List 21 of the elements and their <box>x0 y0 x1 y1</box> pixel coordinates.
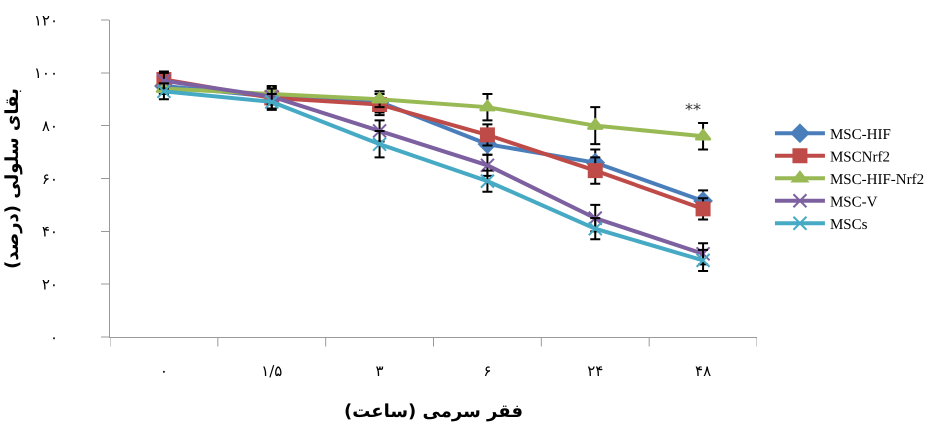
x-tick-label: ۴۸ <box>695 362 712 380</box>
y-tick-label: ۱۰۰ <box>34 64 58 82</box>
y-tick-label: ۱۲۰ <box>34 11 58 30</box>
x-tick-label: ۶ <box>483 362 492 380</box>
y-tick-label: ۸۰ <box>42 116 58 135</box>
x-tick-label: ۱/۵ <box>261 362 282 380</box>
x-tick-label: ۳ <box>376 362 384 380</box>
y-tick-label: ۶۰ <box>42 170 58 188</box>
legend-label: MSC-HIF-Nrf2 <box>830 172 924 188</box>
x-tick-label: ۲۴ <box>587 362 604 380</box>
y-axis-title: بقای سلولی (درصد) <box>2 88 24 269</box>
legend-label: MSCs <box>830 217 868 234</box>
x-tick-label: ۰ <box>160 362 168 380</box>
x-axis-title: فقر سرمی (ساعت) <box>344 401 523 422</box>
y-tick-label: ۲۰ <box>42 275 58 294</box>
legend-label: MSCNrf2 <box>830 150 890 166</box>
annotation: ** <box>685 100 701 119</box>
y-tick-label: ۰ <box>50 328 58 346</box>
legend-label: MSC-HIF <box>830 127 891 144</box>
legend-label: MSC-V <box>830 194 878 211</box>
y-tick-label: ۴۰ <box>42 222 58 241</box>
